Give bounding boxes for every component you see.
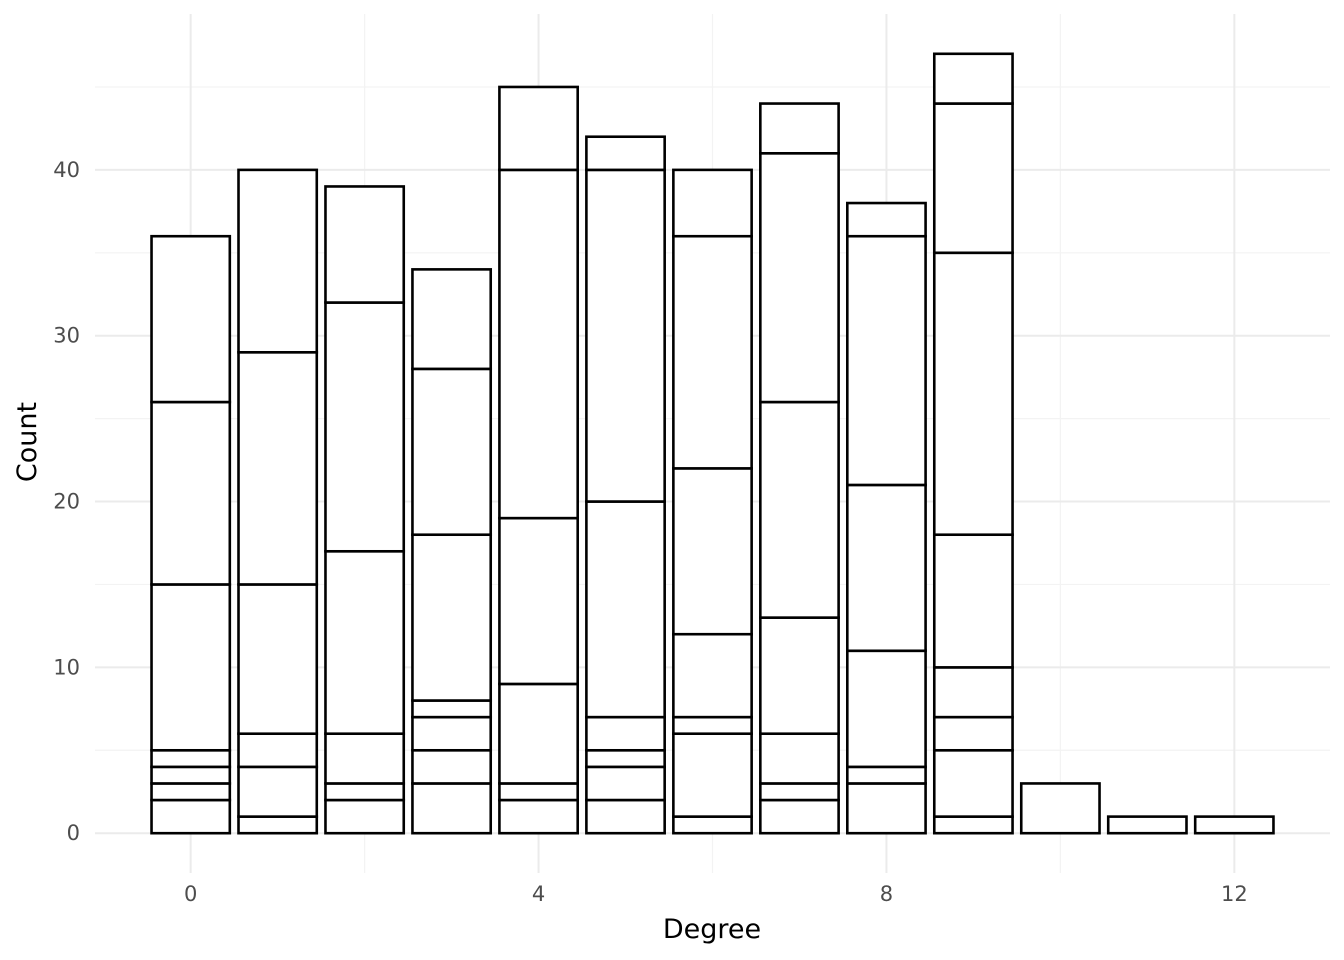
bar-segment xyxy=(498,85,579,172)
bar-segment xyxy=(932,52,1014,105)
bar xyxy=(932,52,1014,835)
bar-segment xyxy=(846,649,927,769)
bar-segment xyxy=(411,268,493,371)
bar-segment xyxy=(1193,815,1275,835)
y-tick-label: 0 xyxy=(67,821,80,845)
bar-segment xyxy=(846,483,927,653)
bar-segment xyxy=(932,815,1014,835)
bar-segment xyxy=(237,168,319,354)
bar-segment xyxy=(585,168,666,503)
bar-segment xyxy=(759,798,840,835)
bar-segment xyxy=(585,135,666,172)
bar-segment xyxy=(324,301,406,553)
bar-segment xyxy=(150,782,232,802)
tick-labels: 0 4 8 12 0 10 20 30 40 xyxy=(53,158,1247,906)
y-tick-label: 40 xyxy=(53,158,80,182)
bar-segment xyxy=(932,748,1014,818)
bar-segment xyxy=(585,715,666,752)
bar-segment xyxy=(150,765,232,785)
bar-segment xyxy=(411,699,493,719)
bar xyxy=(150,234,232,835)
x-tick-label: 12 xyxy=(1221,882,1248,906)
bar-segment xyxy=(585,798,666,835)
x-tick-label: 0 xyxy=(184,882,197,906)
y-tick-label: 30 xyxy=(53,324,80,348)
bar xyxy=(846,201,927,835)
bar-segment xyxy=(585,500,666,719)
bar-segment xyxy=(324,549,406,736)
y-axis-title: Count xyxy=(12,402,43,482)
x-tick-label: 4 xyxy=(532,882,545,906)
bar-segment xyxy=(498,782,579,802)
bar-segment xyxy=(411,533,493,702)
bar-segment xyxy=(324,798,406,835)
bar-segment xyxy=(932,715,1014,752)
bar-segment xyxy=(324,185,406,304)
bar xyxy=(237,168,319,835)
bar-segment xyxy=(411,367,493,537)
bar xyxy=(498,85,579,835)
x-tick-label: 8 xyxy=(880,882,893,906)
y-tick-label: 10 xyxy=(53,655,80,679)
bar-segment xyxy=(237,765,319,818)
bar xyxy=(1193,815,1275,835)
bar-segment xyxy=(498,168,579,520)
bar-segment xyxy=(150,400,232,586)
bar-segment xyxy=(759,616,840,736)
bar-segment xyxy=(672,715,753,736)
bar-segment xyxy=(932,666,1014,719)
bar-segment xyxy=(237,815,319,835)
bar-segment xyxy=(759,732,840,785)
bar-segment xyxy=(150,798,232,835)
bar-segment xyxy=(846,201,927,238)
bar-segment xyxy=(498,798,579,835)
bar-segment xyxy=(585,765,666,802)
bar-segment xyxy=(1019,782,1101,835)
bar-segment xyxy=(846,765,927,785)
bar-segment xyxy=(672,234,753,470)
bar-segment xyxy=(672,632,753,719)
bar-segment xyxy=(411,782,493,835)
bar-segment xyxy=(498,516,579,686)
bar-segment xyxy=(237,350,319,586)
bar-segment xyxy=(1106,815,1188,835)
bar-segment xyxy=(324,782,406,802)
y-tick-label: 20 xyxy=(53,490,80,514)
bar-segment xyxy=(237,583,319,736)
bar-segment xyxy=(846,782,927,835)
bar-segment xyxy=(759,151,840,404)
x-axis-title: Degree xyxy=(663,914,761,945)
bar xyxy=(585,135,666,835)
bar xyxy=(324,185,406,835)
bar xyxy=(411,268,493,835)
bar-segment xyxy=(324,732,406,785)
bar xyxy=(1019,782,1101,835)
bar-segment xyxy=(672,168,753,238)
bar-segment xyxy=(759,400,840,619)
bar xyxy=(1106,815,1188,835)
bar-segment xyxy=(932,251,1014,537)
bar-segment xyxy=(759,102,840,155)
bar-segment xyxy=(932,533,1014,669)
bar-segment xyxy=(150,234,232,404)
bar-segment xyxy=(237,732,319,769)
bar-segment xyxy=(932,102,1014,255)
bar-segment xyxy=(672,467,753,636)
bar-segment xyxy=(150,583,232,752)
bar-segment xyxy=(672,815,753,835)
bars xyxy=(150,52,1275,835)
bar-segment xyxy=(672,732,753,818)
bar xyxy=(672,168,753,835)
bar-segment xyxy=(498,682,579,785)
bar-segment xyxy=(846,234,927,487)
bar-segment xyxy=(150,748,232,769)
bar-segment xyxy=(411,748,493,785)
bar-segment xyxy=(411,715,493,752)
bar xyxy=(759,102,840,835)
bar-segment xyxy=(759,782,840,802)
bar-segment xyxy=(585,748,666,769)
